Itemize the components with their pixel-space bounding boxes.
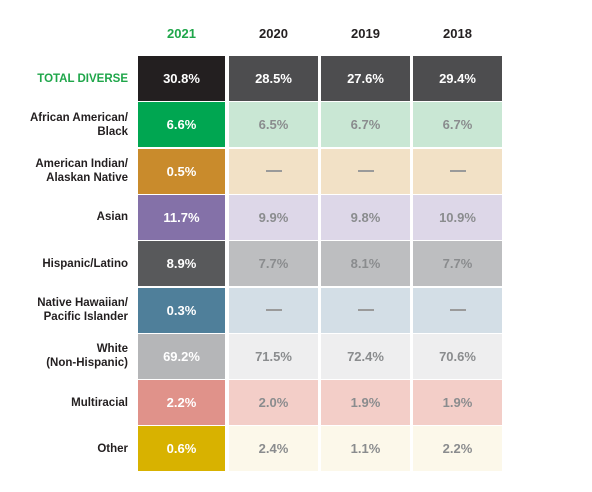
cell-value: 2.2% (442, 441, 473, 457)
no-data-dash (449, 170, 466, 173)
cell-american-indian-alaskan-native-2020 (229, 148, 318, 194)
cell-white-non-hispanic-2018: 70.6% (413, 333, 502, 379)
cell-other-2018: 2.2% (413, 426, 502, 472)
cell-asian-2020: 9.9% (229, 194, 318, 240)
no-data-dash (357, 170, 374, 173)
cell-other-2020: 2.4% (229, 426, 318, 472)
row-label-text: Asian (96, 211, 128, 224)
cell-value: 6.5% (258, 117, 289, 133)
row-label-white-non-hispanic: White (Non-Hispanic) (0, 334, 128, 379)
cell-native-hawaiian-pacific-islander-2019 (321, 287, 410, 333)
cell-multiracial-2018: 1.9% (413, 380, 502, 426)
cell-hispanic-latino-2019: 8.1% (321, 241, 410, 287)
cell-value: 1.1% (350, 441, 381, 457)
cell-hispanic-latino-2021: 8.9% (137, 241, 226, 287)
cell-value: 8.1% (350, 256, 381, 272)
cell-american-indian-alaskan-native-2018 (413, 148, 502, 194)
no-data-dash (449, 309, 466, 311)
cell-asian-2018: 10.9% (413, 194, 502, 240)
cell-american-indian-alaskan-native-2021: 0.5% (137, 148, 226, 194)
cell-value: 6.7% (442, 117, 473, 133)
column-header-2021: 2021 (167, 26, 196, 41)
row-label-total-diverse: TOTAL DIVERSE (0, 56, 128, 101)
row-label-text: TOTAL DIVERSE (37, 72, 128, 85)
cell-white-non-hispanic-2021: 69.2% (137, 333, 226, 379)
cell-value: 72.4% (347, 348, 384, 364)
cell-native-hawaiian-pacific-islander-2021: 0.3% (137, 287, 226, 333)
row-label-other: Other (0, 426, 128, 471)
cell-total-diverse-2019: 27.6% (321, 56, 410, 101)
cell-value: 69.2% (163, 348, 200, 364)
cell-value: 70.6% (439, 348, 476, 364)
cell-total-diverse-2020: 28.5% (229, 56, 318, 101)
no-data-dash (357, 309, 374, 311)
row-label-african-american-black: African American/ Black (0, 102, 128, 147)
cell-value: 0.6% (166, 441, 197, 457)
cell-native-hawaiian-pacific-islander-2018 (413, 287, 502, 333)
cell-asian-2019: 9.8% (321, 194, 410, 240)
row-label-text: Multiracial (71, 396, 128, 409)
cell-value: 71.5% (255, 348, 292, 364)
row-label-multiracial: Multiracial (0, 380, 128, 425)
cell-african-american-black-2021: 6.6% (137, 102, 226, 148)
cell-hispanic-latino-2020: 7.7% (229, 241, 318, 287)
row-label-american-indian-alaskan-native: American Indian/ Alaskan Native (0, 149, 128, 194)
cell-other-2021: 0.6% (137, 426, 226, 472)
row-label-text: Other (97, 442, 128, 455)
no-data-dash (265, 309, 282, 311)
cell-value: 10.9% (439, 209, 476, 225)
cell-value: 1.9% (350, 395, 381, 411)
row-label-text: American Indian/ Alaskan Native (35, 158, 128, 185)
cell-value: 9.8% (350, 209, 381, 225)
cell-hispanic-latino-2018: 7.7% (413, 241, 502, 287)
cell-value: 9.9% (258, 209, 289, 225)
cell-value: 6.6% (166, 117, 197, 133)
cell-value: 27.6% (347, 71, 384, 86)
row-label-text: White (Non-Hispanic) (46, 343, 128, 370)
row-label-text: Hispanic/Latino (42, 257, 128, 270)
cell-multiracial-2021: 2.2% (137, 380, 226, 426)
cell-value: 1.9% (442, 395, 473, 411)
cell-value: 29.4% (439, 71, 476, 86)
cell-white-non-hispanic-2020: 71.5% (229, 333, 318, 379)
no-data-dash (265, 170, 282, 173)
cell-african-american-black-2019: 6.7% (321, 102, 410, 148)
cell-value: 30.8% (163, 71, 200, 86)
cell-total-diverse-2021: 30.8% (137, 56, 226, 101)
cell-value: 0.3% (166, 302, 197, 318)
column-header-2018: 2018 (443, 26, 472, 41)
cell-value: 2.2% (166, 395, 197, 411)
cell-value: 2.4% (258, 441, 289, 457)
cell-value: 8.9% (166, 256, 197, 272)
cell-value: 2.0% (258, 395, 289, 411)
cell-other-2019: 1.1% (321, 426, 410, 472)
cell-total-diverse-2018: 29.4% (413, 56, 502, 101)
cell-value: 7.7% (442, 256, 473, 272)
cell-american-indian-alaskan-native-2019 (321, 148, 410, 194)
cell-african-american-black-2020: 6.5% (229, 102, 318, 148)
cell-multiracial-2019: 1.9% (321, 380, 410, 426)
row-label-text: African American/ Black (30, 111, 128, 138)
cell-value: 7.7% (258, 256, 289, 272)
cell-value: 0.5% (166, 163, 197, 179)
row-label-text: Native Hawaiian/ Pacific Islander (37, 297, 128, 323)
cell-value: 28.5% (255, 71, 292, 86)
row-label-native-hawaiian-pacific-islander: Native Hawaiian/ Pacific Islander (0, 288, 128, 333)
column-header-2019: 2019 (351, 26, 380, 41)
cell-african-american-black-2018: 6.7% (413, 102, 502, 148)
cell-native-hawaiian-pacific-islander-2020 (229, 287, 318, 333)
cell-value: 11.7% (163, 209, 200, 225)
row-label-asian: Asian (0, 195, 128, 240)
cell-value: 6.7% (350, 117, 381, 133)
row-label-hispanic-latino: Hispanic/Latino (0, 241, 128, 286)
cell-asian-2021: 11.7% (137, 194, 226, 240)
cell-multiracial-2020: 2.0% (229, 380, 318, 426)
column-header-2020: 2020 (259, 26, 288, 41)
cell-white-non-hispanic-2019: 72.4% (321, 333, 410, 379)
